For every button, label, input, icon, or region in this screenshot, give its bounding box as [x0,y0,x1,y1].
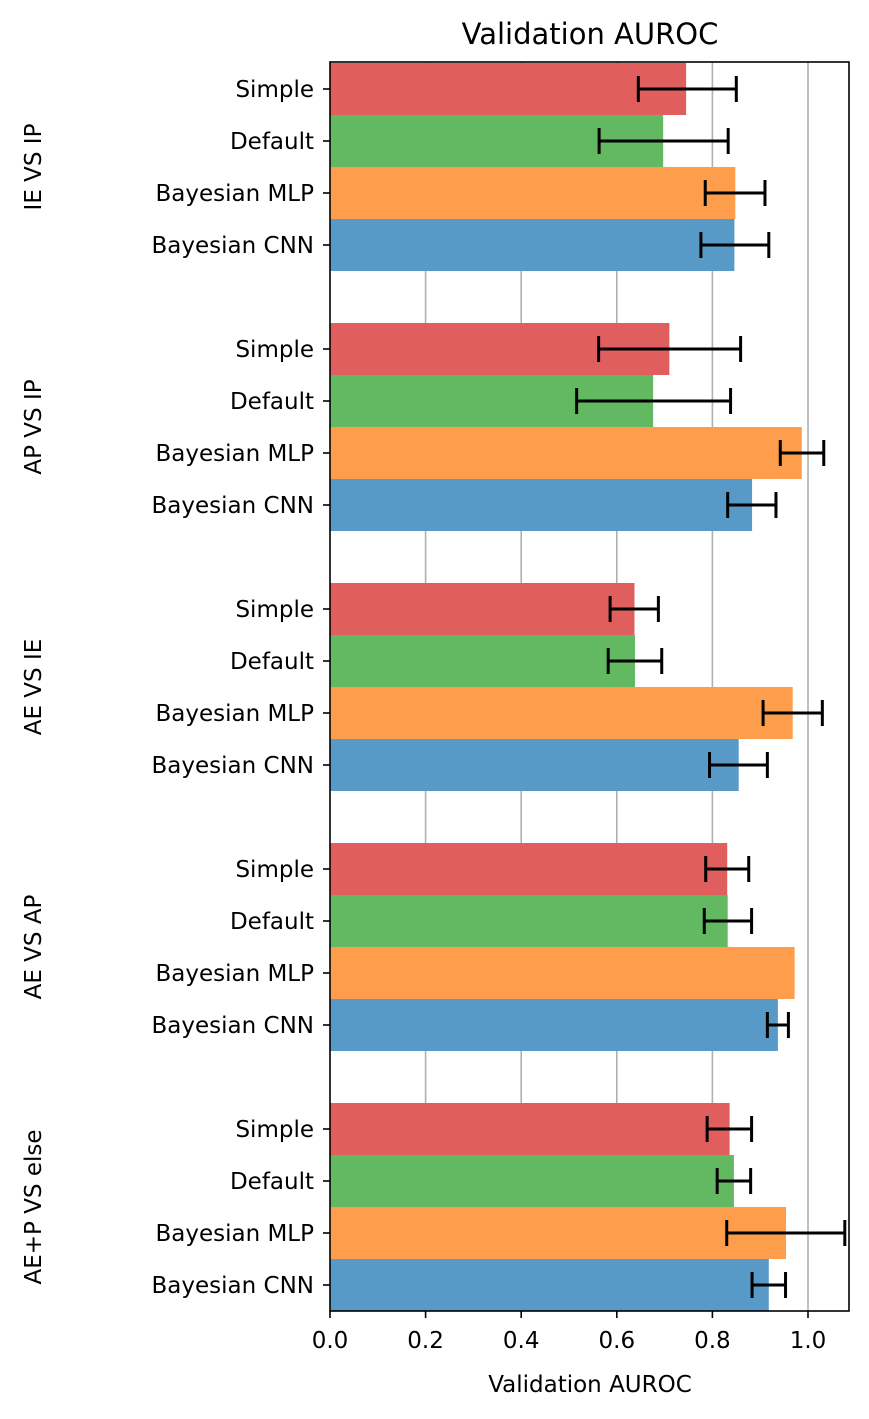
y-tick-label: Default [230,909,314,935]
group-label: IE VS IP [21,123,47,210]
bar [330,999,778,1051]
y-tick-label: Bayesian CNN [152,1013,314,1039]
bar [330,63,687,115]
y-tick-labels: Simple Default Bayesian MLP Bayesian CNN Sim… [152,77,330,1299]
y-tick-label: Bayesian MLP [155,181,314,207]
y-tick-label: Simple [235,857,314,883]
bar [330,687,793,739]
y-tick-label: Bayesian CNN [152,1273,314,1299]
bar [330,1155,734,1207]
y-tick-label: Bayesian MLP [155,701,314,727]
bar [330,1207,787,1259]
x-tick-label: 1.0 [790,1328,827,1354]
y-tick-label: Simple [235,597,314,623]
y-tick-label: Default [230,389,314,415]
plot-frame [329,61,850,1312]
y-tick-label: Default [230,1169,314,1195]
x-axis-label: Validation AUROC [488,1372,692,1398]
bar [330,1103,730,1155]
x-tick-label: 0.4 [503,1328,540,1354]
y-tick-label: Bayesian CNN [152,753,314,779]
chart-title: Validation AUROC [462,17,719,51]
group-label: AE VS IE [21,639,47,736]
bar [330,479,753,531]
bar [330,843,728,895]
bar [330,895,728,947]
y-tick-label: Default [230,649,314,675]
bar [330,583,635,635]
error-bar-layer [575,76,847,1298]
y-tick-label: Simple [235,337,314,363]
group-labels: IE VS IP AP VS IP AE VS IE AE VS AP AE+P VS … [21,123,47,1284]
y-tick-label: Bayesian MLP [155,1221,314,1247]
y-tick-label: Simple [235,1117,314,1143]
y-tick-label: Bayesian MLP [155,441,314,467]
x-tick-label: 0.8 [694,1328,731,1354]
x-tick-label: 0.2 [407,1328,444,1354]
y-tick-label: Default [230,129,314,155]
bar [330,219,735,271]
group-label: AP VS IP [21,379,47,474]
bar [330,1259,769,1311]
y-tick-label: Simple [235,77,314,103]
x-tick-label: 0.6 [599,1328,636,1354]
bar [330,947,795,999]
group-label: AE+P VS else [21,1129,47,1284]
y-tick-label: Bayesian MLP [155,961,314,987]
bar [330,427,802,479]
y-tick-label: Bayesian CNN [152,233,314,259]
x-axis-ticks: 0.0 0.2 0.4 0.6 0.8 1.0 [312,1311,827,1354]
bar [330,739,739,791]
y-tick-label: Bayesian CNN [152,493,314,519]
x-tick-label: 0.0 [312,1328,349,1354]
bar-layer [330,63,802,1311]
group-label: AE VS AP [21,894,47,999]
bar [330,167,736,219]
bar [330,635,635,687]
